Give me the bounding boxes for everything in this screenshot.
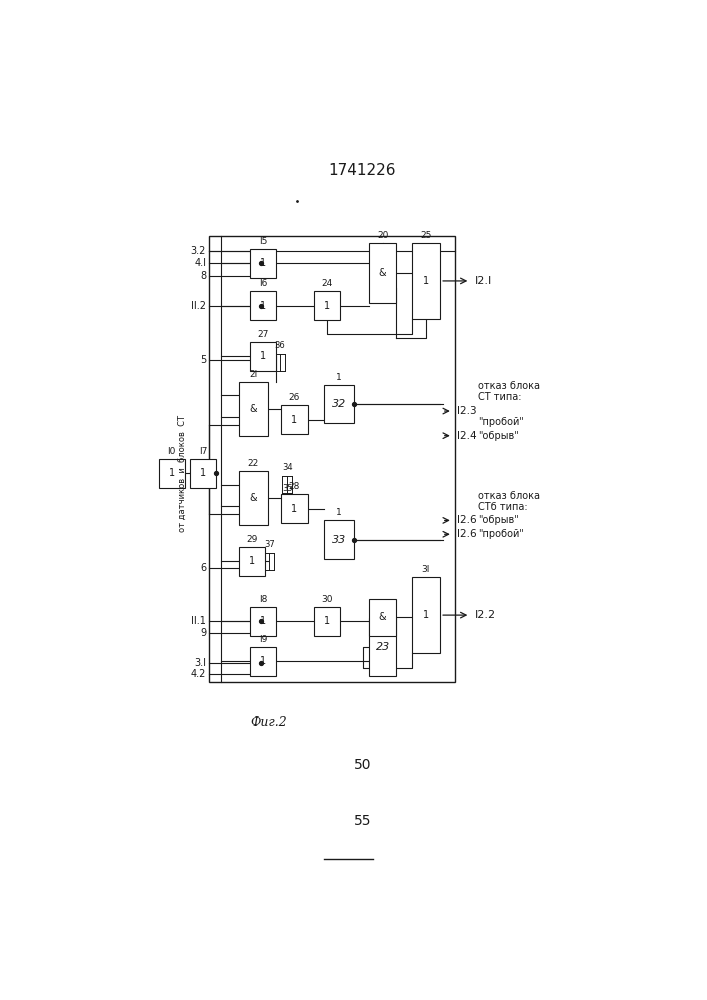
Bar — [209, 235, 455, 682]
Text: I9: I9 — [259, 635, 267, 644]
Bar — [411, 243, 440, 319]
Bar — [281, 405, 308, 434]
Text: 25: 25 — [420, 231, 431, 240]
Text: 1: 1 — [336, 508, 342, 517]
Text: 33: 33 — [332, 535, 346, 545]
Bar — [189, 459, 216, 488]
Text: 30: 30 — [322, 595, 333, 604]
Text: "обрыв": "обрыв" — [479, 515, 519, 525]
Text: 3.2: 3.2 — [191, 246, 206, 256]
Text: 5: 5 — [200, 355, 206, 365]
Text: "пробой": "пробой" — [479, 417, 525, 427]
Text: 6: 6 — [200, 563, 206, 573]
Text: 1: 1 — [325, 301, 330, 311]
Text: I5: I5 — [259, 237, 267, 246]
Text: 50: 50 — [354, 758, 371, 772]
Text: отказ блока: отказ блока — [479, 381, 540, 391]
Bar — [314, 607, 340, 636]
Text: 1: 1 — [168, 468, 175, 478]
Text: I7: I7 — [199, 447, 207, 456]
Bar — [250, 647, 276, 676]
Text: 37: 37 — [264, 540, 274, 549]
Text: 29: 29 — [247, 534, 258, 544]
Text: отказ блока: отказ блока — [479, 491, 540, 501]
Text: 28: 28 — [288, 482, 300, 491]
Text: I0: I0 — [168, 447, 176, 456]
Text: 3I: 3I — [421, 565, 430, 574]
Text: от датчиков  и  блоков  СТ: от датчиков и блоков СТ — [178, 415, 187, 532]
Text: 1: 1 — [423, 610, 429, 620]
Text: II.1: II.1 — [192, 616, 206, 626]
Bar — [324, 385, 354, 423]
Text: 22: 22 — [247, 459, 259, 468]
Bar — [250, 607, 276, 636]
Text: 9: 9 — [200, 628, 206, 638]
Bar — [239, 547, 265, 576]
Text: 34: 34 — [282, 463, 293, 472]
Text: 1: 1 — [260, 616, 267, 626]
Text: 1: 1 — [291, 504, 298, 514]
Text: 55: 55 — [354, 814, 371, 828]
Text: 36: 36 — [274, 341, 285, 350]
Text: I2.I: I2.I — [474, 276, 492, 286]
Bar — [314, 291, 340, 320]
Text: I2.4: I2.4 — [457, 431, 477, 441]
Text: 26: 26 — [288, 393, 300, 402]
Text: 20: 20 — [377, 231, 388, 240]
Text: &: & — [379, 612, 387, 622]
Bar — [250, 249, 276, 278]
Text: 3.I: 3.I — [194, 658, 206, 668]
Bar — [250, 291, 276, 320]
Text: СТб типа:: СТб типа: — [479, 502, 528, 512]
Text: 1: 1 — [260, 351, 267, 361]
Text: I6: I6 — [259, 279, 267, 288]
Text: 1: 1 — [423, 276, 429, 286]
Text: 23: 23 — [375, 642, 390, 652]
Text: I2.2: I2.2 — [474, 610, 496, 620]
Text: &: & — [250, 493, 257, 503]
Bar — [281, 494, 308, 523]
Text: I2.3: I2.3 — [457, 406, 477, 416]
Text: 1: 1 — [260, 656, 267, 666]
Text: I2.6: I2.6 — [457, 515, 477, 525]
Text: "обрыв": "обрыв" — [479, 431, 519, 441]
Text: 1: 1 — [325, 616, 330, 626]
Text: 1: 1 — [249, 556, 255, 566]
Bar — [239, 382, 267, 436]
Text: СТ типа:: СТ типа: — [479, 392, 522, 402]
Bar — [239, 471, 267, 525]
Text: 4.I: 4.I — [194, 258, 206, 268]
Bar — [158, 459, 185, 488]
Bar — [369, 243, 397, 303]
Text: 8: 8 — [200, 271, 206, 281]
Text: 1741226: 1741226 — [329, 163, 396, 178]
Text: 1: 1 — [291, 415, 298, 425]
Text: Фиг.2: Фиг.2 — [251, 716, 288, 729]
Text: 1: 1 — [260, 301, 267, 311]
Text: 1: 1 — [336, 373, 342, 382]
Text: I8: I8 — [259, 595, 267, 604]
Text: 1: 1 — [200, 468, 206, 478]
Text: 35: 35 — [282, 484, 293, 493]
Text: 4.2: 4.2 — [191, 669, 206, 679]
Text: 2I: 2I — [249, 370, 257, 379]
Text: 32: 32 — [332, 399, 346, 409]
Text: 24: 24 — [322, 279, 333, 288]
Bar — [324, 520, 354, 559]
Text: &: & — [250, 404, 257, 414]
Bar — [369, 618, 397, 676]
Bar — [369, 599, 397, 636]
Bar — [250, 342, 276, 371]
Text: II.2: II.2 — [191, 301, 206, 311]
Text: "пробой": "пробой" — [479, 529, 525, 539]
Text: I2.6: I2.6 — [457, 529, 477, 539]
Text: &: & — [379, 268, 387, 278]
Text: 1: 1 — [260, 258, 267, 268]
Text: 27: 27 — [257, 330, 269, 339]
Bar — [411, 577, 440, 653]
